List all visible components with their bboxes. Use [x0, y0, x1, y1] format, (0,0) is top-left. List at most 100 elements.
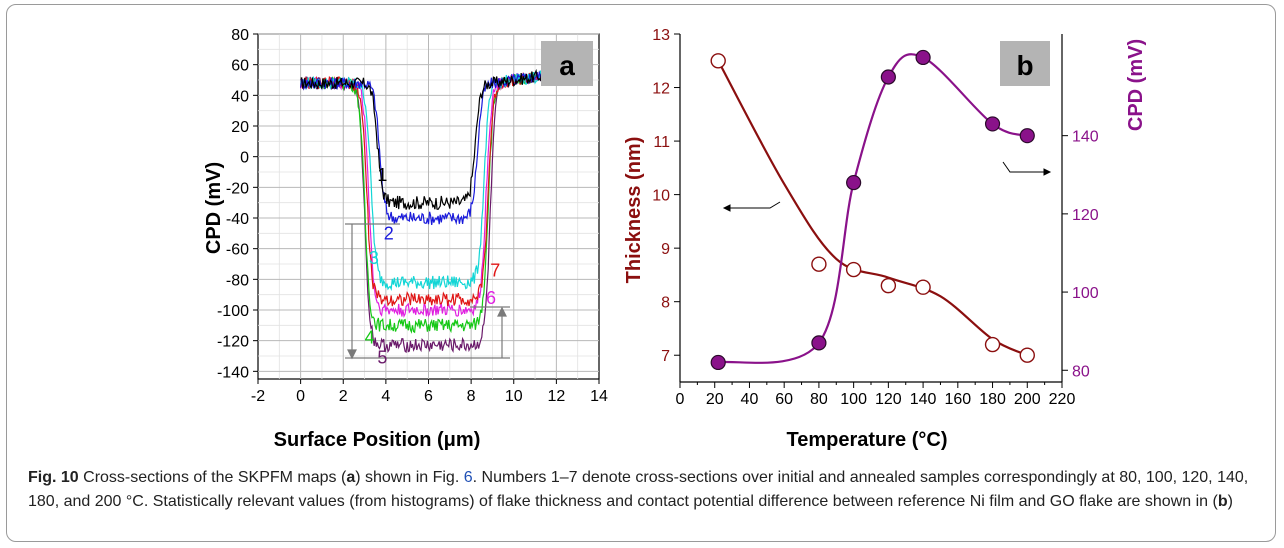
figure-caption: Fig. 10 Cross-sections of the SKPFM maps…	[28, 466, 1258, 514]
cpd-axis-arrow-head	[1043, 168, 1052, 176]
caption-figure-ref-link[interactable]: 6	[463, 469, 473, 486]
cpd-point	[880, 69, 896, 85]
panel-a-curve-label-3: 3	[369, 248, 379, 268]
panel-b-ytick-left-label: 9	[661, 241, 670, 258]
panel-b-xtick-label: 20	[706, 391, 724, 408]
panel-b-curves	[717, 53, 1028, 364]
panel-b-ytick-left-label: 8	[661, 295, 670, 312]
cpd-point	[710, 354, 726, 371]
panel-b-xtick-label: 140	[910, 391, 937, 408]
panel-a-xtick-label: 12	[547, 388, 565, 405]
panel-a-curve-2	[300, 70, 546, 226]
panel-a-curve-label-7: 7	[490, 260, 500, 280]
panel-b-xtick-label: 160	[944, 391, 971, 408]
panel-a-ytick-label: -20	[226, 180, 249, 197]
panel-a-ytick-label: 40	[231, 88, 249, 105]
panel-b-ytick-right-label: 100	[1072, 285, 1099, 302]
caption-text-1: Cross-sections of the SKPFM maps (	[78, 469, 347, 486]
thickness-point	[984, 336, 1001, 353]
panel-b-axis-arrows	[722, 161, 1052, 212]
panel-b-ytick-left-label: 11	[653, 134, 670, 151]
panel-b-xtick-label: 0	[676, 391, 685, 408]
cpd-point	[915, 49, 931, 66]
panel-b-label: b	[1016, 50, 1033, 81]
panel-b-xtick-label: 220	[1049, 391, 1076, 408]
panel-b-label-box	[1000, 41, 1050, 86]
panel-a-curve-label-1: 1	[377, 165, 387, 185]
panel-a-ticks: -2 0 2 4 6 8 10 12 14-140-120-100-80-60-40-20020…	[217, 27, 608, 405]
panel-b-xtick-label: 100	[840, 391, 867, 408]
panel-b-xtick-label: 60	[775, 391, 793, 408]
cpd-point	[1019, 128, 1035, 144]
panel-a-ytick-label: -80	[226, 272, 249, 289]
figure-frame	[6, 4, 1276, 542]
panel-b-ytick-left-label: 13	[652, 27, 670, 44]
panel-a-ylabel: CPD (mV)	[203, 162, 225, 254]
cpd-point	[984, 116, 1001, 132]
thickness-point	[880, 277, 897, 294]
panel-a-ytick-label: -140	[217, 364, 249, 381]
panel-a-curve-label-6: 6	[486, 288, 496, 308]
thickness-point	[1019, 347, 1035, 363]
thickness-point	[710, 53, 726, 69]
arrow-down-head	[347, 349, 357, 360]
caption-text-3: . Numbers 1–7 denote cross-sections over…	[28, 469, 1249, 510]
panel-a-annotations	[345, 223, 510, 360]
caption-fig-label: Fig. 10	[28, 469, 79, 486]
panel-b-ylabel-left: Thickness (nm)	[623, 137, 645, 284]
panel-a-ytick-label: 60	[231, 58, 249, 75]
panel-b-ticks: 0 20 40 60 80 100 120 140 160 180 200 220 7 8 9 10 11 12 1…	[652, 27, 1099, 408]
panel-b-xtick-label: 40	[741, 391, 759, 408]
panel-a-label-box	[541, 41, 593, 86]
panel-a: -2 0 2 4 6 8 10 12 14-140-120-100-80-60-40-20020…	[203, 27, 608, 451]
thickness-axis-arrow-head	[722, 204, 731, 212]
thickness-point	[811, 256, 827, 272]
panel-b: 0 20 40 60 80 100 120 140 160 180 200 220 7 8 9 10 11 12 1…	[623, 27, 1147, 451]
cpd-point	[811, 335, 827, 351]
panel-a-xlabel: Surface Position (μm)	[274, 429, 481, 451]
panel-a-xtick-label: 0	[296, 388, 305, 405]
panel-b-xtick-label: 180	[979, 391, 1006, 408]
panel-a-ytick-label: 80	[231, 27, 249, 44]
thickness-point	[845, 261, 862, 278]
panel-b-xtick-label: 200	[1014, 391, 1041, 408]
panel-a-xtick-label: 14	[590, 388, 608, 405]
panel-b-xtick-label: 120	[875, 391, 902, 408]
panel-a-xtick-label: 8	[467, 388, 476, 405]
panel-a-curve-1	[300, 68, 546, 210]
panel-a-ytick-label: -100	[217, 303, 249, 320]
panel-a-ytick-label: -120	[217, 334, 249, 351]
panel-a-ytick-label: 20	[231, 119, 249, 136]
panel-a-label: a	[559, 50, 575, 81]
caption-text-2: ) shown in Fig.	[355, 469, 464, 486]
caption-bold-b: b	[1217, 493, 1228, 510]
panel-b-ytick-right-label: 120	[1072, 207, 1099, 224]
caption-bold-a: a	[346, 469, 356, 486]
panel-a-curve-label-4: 4	[365, 328, 375, 348]
panel-b-ytick-right-label: 80	[1072, 363, 1090, 380]
panel-a-ytick-label: -60	[226, 242, 249, 259]
panel-b-xtick-label: 80	[810, 391, 828, 408]
panel-a-ytick-label: 0	[240, 150, 249, 167]
panel-b-ytick-right-label: 140	[1072, 129, 1099, 146]
panel-a-curve-label-2: 2	[384, 223, 394, 243]
panel-b-ytick-left-label: 7	[661, 348, 670, 365]
arrow-up-head	[497, 306, 507, 317]
thickness-axis-arrow-line	[730, 201, 781, 209]
panel-a-xtick-label: 2	[339, 388, 348, 405]
panel-a-curve-label-5: 5	[377, 348, 387, 368]
cpd-point	[846, 174, 862, 191]
panel-a-xtick-label: 4	[381, 388, 390, 405]
panel-a-ytick-label: -40	[226, 211, 249, 228]
thickness-point	[915, 279, 931, 295]
panel-b-xlabel: Temperature (°C)	[787, 429, 948, 451]
panel-b-points	[710, 49, 1035, 371]
panel-b-ylabel-right: CPD (mV)	[1125, 39, 1147, 131]
panel-a-xtick-label: 6	[424, 388, 433, 405]
cpd-axis-arrow-line	[1002, 161, 1044, 173]
cpd-curve	[717, 53, 1028, 364]
panel-a-xtick-label: -2	[251, 388, 265, 405]
panel-a-curves	[300, 68, 546, 354]
figure-svg: -2 0 2 4 6 8 10 12 14-140-120-100-80-60-40-20020…	[203, 27, 1147, 451]
